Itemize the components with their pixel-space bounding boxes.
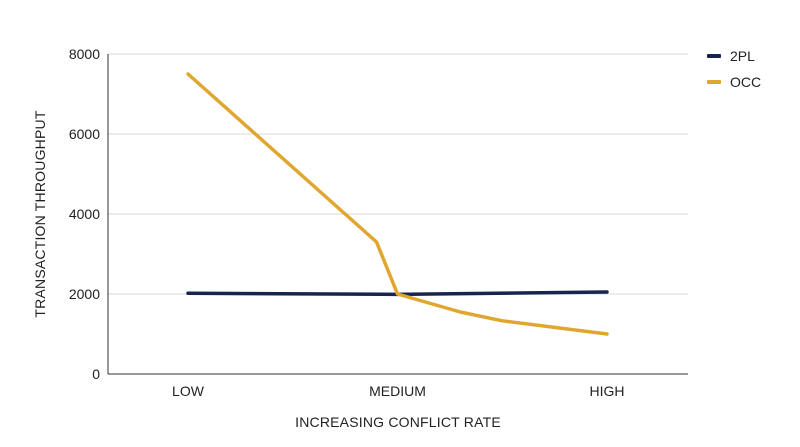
- y-tick-label: 4000: [69, 206, 100, 222]
- series-lines: [186, 72, 609, 336]
- x-axis-label: INCREASING CONFLICT RATE: [295, 414, 501, 430]
- y-axis-label: TRANSACTION THROUGHPUT: [32, 110, 48, 317]
- legend: 2PL OCC: [707, 48, 761, 90]
- y-tick-label: 0: [92, 366, 100, 382]
- y-tick-label: 2000: [69, 286, 100, 302]
- y-tick-label: 8000: [69, 46, 100, 62]
- legend-swatch-2pl: [707, 54, 721, 58]
- x-tick-label: MEDIUM: [369, 383, 426, 399]
- grid-lines: [108, 53, 688, 295]
- legend-swatch-occ: [707, 80, 721, 84]
- axes: 0 2000 4000 6000 8000 LOW MEDIUM HIGH: [69, 46, 688, 399]
- legend-label-occ: OCC: [730, 74, 761, 90]
- legend-label-2pl: 2PL: [730, 48, 755, 64]
- y-tick-label: 6000: [69, 126, 100, 142]
- x-tick-label: LOW: [172, 383, 205, 399]
- x-tick-label: HIGH: [590, 383, 625, 399]
- series-line-occ: [186, 72, 609, 336]
